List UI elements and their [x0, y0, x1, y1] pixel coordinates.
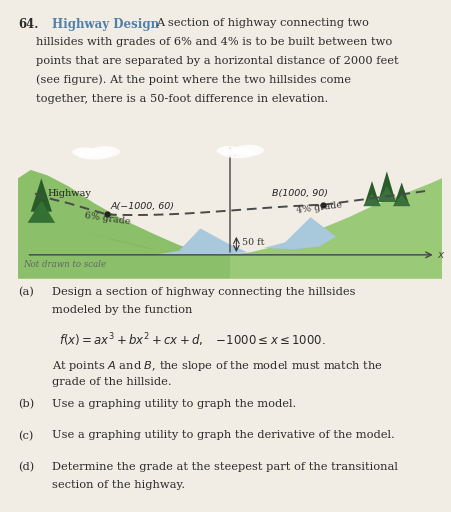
Polygon shape [28, 201, 55, 223]
Text: A section of highway connecting two: A section of highway connecting two [156, 18, 368, 28]
Text: grade of the hillside.: grade of the hillside. [52, 377, 171, 387]
Text: together, there is a 50-foot difference in elevation.: together, there is a 50-foot difference … [36, 94, 328, 104]
Text: Highway Design: Highway Design [52, 18, 159, 31]
Text: 64.: 64. [18, 18, 38, 31]
Polygon shape [264, 217, 336, 249]
Text: (d): (d) [18, 462, 34, 472]
Text: (c): (c) [18, 431, 33, 441]
Ellipse shape [90, 146, 120, 157]
Polygon shape [31, 178, 52, 211]
Text: B(1000, 90): B(1000, 90) [272, 189, 328, 198]
Polygon shape [154, 228, 247, 255]
Ellipse shape [221, 148, 256, 158]
Text: 50 ft: 50 ft [242, 238, 264, 247]
Text: y: y [234, 146, 239, 156]
Polygon shape [377, 186, 397, 202]
Text: $f(x) = ax^3 + bx^2 + cx + d,$   $-1000 \leq x \leq 1000.$: $f(x) = ax^3 + bx^2 + cx + d,$ $-1000 \l… [59, 331, 326, 349]
Polygon shape [364, 181, 380, 206]
Polygon shape [82, 228, 230, 255]
Text: modeled by the function: modeled by the function [52, 305, 192, 315]
Text: hillsides with grades of 6% and 4% is to be built between two: hillsides with grades of 6% and 4% is to… [36, 37, 392, 47]
Text: section of the highway.: section of the highway. [52, 480, 185, 490]
Polygon shape [363, 194, 381, 206]
Text: Determine the grade at the steepest part of the transitional: Determine the grade at the steepest part… [52, 462, 398, 472]
Polygon shape [394, 182, 410, 206]
Polygon shape [18, 255, 442, 279]
Text: 4% grade: 4% grade [296, 201, 342, 215]
Text: A(−1000, 60): A(−1000, 60) [110, 202, 175, 211]
Text: At points $A$ and $B$, the slope of the model must match the: At points $A$ and $B$, the slope of the … [52, 358, 382, 373]
Ellipse shape [72, 147, 98, 157]
Text: x: x [438, 250, 444, 260]
Text: (a): (a) [18, 287, 34, 297]
Polygon shape [230, 178, 442, 279]
Ellipse shape [77, 150, 112, 160]
Polygon shape [393, 194, 410, 206]
Polygon shape [378, 172, 396, 202]
Text: Use a graphing utility to graph the derivative of the model.: Use a graphing utility to graph the deri… [52, 431, 395, 440]
Text: Not drawn to scale: Not drawn to scale [23, 260, 106, 269]
Text: (b): (b) [18, 399, 34, 410]
Text: 6% grade: 6% grade [84, 211, 131, 226]
Ellipse shape [234, 145, 264, 156]
Ellipse shape [216, 146, 242, 156]
Text: Highway: Highway [48, 188, 92, 198]
Text: points that are separated by a horizontal distance of 2000 feet: points that are separated by a horizonta… [36, 56, 399, 66]
Text: Use a graphing utility to graph the model.: Use a graphing utility to graph the mode… [52, 399, 296, 409]
Text: (see figure). At the point where the two hillsides come: (see figure). At the point where the two… [36, 75, 351, 86]
Text: Design a section of highway connecting the hillsides: Design a section of highway connecting t… [52, 287, 355, 297]
Polygon shape [18, 170, 230, 279]
